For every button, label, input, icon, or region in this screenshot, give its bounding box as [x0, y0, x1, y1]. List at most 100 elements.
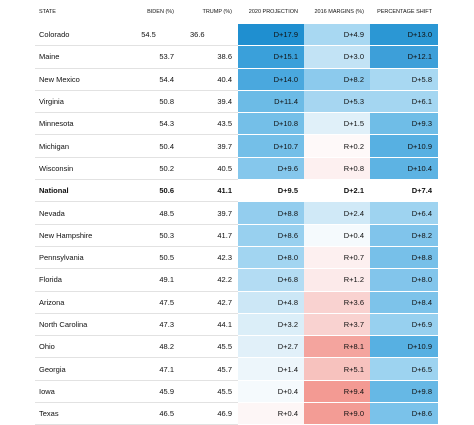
- value-cell: 48.2: [125, 335, 180, 359]
- state-cell: National: [35, 179, 125, 203]
- column-header: BIDEN (%): [147, 9, 174, 15]
- value-cell: D+2.4: [304, 201, 370, 225]
- value-cell: D+3.0: [304, 45, 370, 69]
- state-cell: New Hampshire: [35, 224, 125, 247]
- value-cell: D+6.1: [370, 90, 438, 114]
- value-cell: D+2.1: [304, 179, 370, 203]
- value-cell: D+8.2: [304, 68, 370, 91]
- table-row: North Carolina 47.3 44.1 D+3.2 R+3.7 D+6.9: [35, 313, 438, 337]
- value-cell: D+15.1: [238, 45, 304, 69]
- value-cell: 50.5: [125, 246, 180, 270]
- value-cell: 54.5: [125, 24, 180, 47]
- value-cell: 49.1: [125, 268, 180, 292]
- value-cell: D+10.4: [370, 157, 438, 181]
- value-cell: D+11.4: [238, 90, 304, 114]
- state-cell: Ohio: [35, 335, 125, 359]
- value-cell: R+9.4: [304, 380, 370, 404]
- value-cell: 53.7: [125, 45, 180, 69]
- value-cell: R+8.1: [304, 335, 370, 359]
- table-row: Arizona 47.5 42.7 D+4.8 R+3.6 D+8.4: [35, 291, 438, 314]
- state-cell: Maine: [35, 45, 125, 69]
- value-cell: 42.2: [180, 268, 238, 292]
- value-cell: D+8.0: [238, 246, 304, 270]
- value-cell: D+8.8: [370, 246, 438, 270]
- state-cell: New Mexico: [35, 68, 125, 91]
- value-cell: D+8.4: [370, 291, 438, 314]
- value-cell: 42.7: [180, 291, 238, 314]
- value-cell: 45.5: [180, 380, 238, 404]
- state-cell: Georgia: [35, 357, 125, 381]
- table-row: National 50.6 41.1 D+9.5 D+2.1 D+7.4: [35, 179, 438, 203]
- value-cell: D+0.4: [304, 224, 370, 247]
- value-cell: 47.3: [125, 313, 180, 337]
- value-cell: 47.5: [125, 291, 180, 314]
- table-row: Michigan 50.4 39.7 D+10.7 R+0.2 D+10.9: [35, 134, 438, 158]
- value-cell: D+8.2: [370, 224, 438, 247]
- value-cell: D+9.6: [238, 157, 304, 181]
- state-cell: Pennsylvania: [35, 246, 125, 270]
- value-cell: D+6.5: [370, 357, 438, 381]
- value-cell: 50.2: [125, 157, 180, 181]
- value-cell: 47.1: [125, 357, 180, 381]
- table-row: New Mexico 54.4 40.4 D+14.0 D+8.2 D+5.8: [35, 68, 438, 91]
- state-cell: Michigan: [35, 134, 125, 158]
- value-cell: R+0.8: [304, 157, 370, 181]
- value-cell: D+10.8: [238, 112, 304, 136]
- value-cell: 40.5: [180, 157, 238, 181]
- value-cell: 54.3: [125, 112, 180, 136]
- column-header: PERCENTAGE SHIFT: [377, 9, 432, 15]
- state-cell: Arizona: [35, 291, 125, 314]
- value-cell: D+9.3: [370, 112, 438, 136]
- value-cell: D+1.4: [238, 357, 304, 381]
- value-cell: D+2.7: [238, 335, 304, 359]
- value-cell: 45.5: [180, 335, 238, 359]
- header-row: STATE BIDEN (%) TRUMP (%) 2020 PROJECTION 20…: [35, 0, 438, 24]
- table-row: Florida 49.1 42.2 D+6.8 R+1.2 D+8.0: [35, 268, 438, 292]
- table-row: Pennsylvania 50.5 42.3 D+8.0 R+0.7 D+8.8: [35, 246, 438, 270]
- value-cell: D+6.9: [370, 313, 438, 337]
- value-cell: 46.9: [180, 402, 238, 425]
- value-cell: 50.4: [125, 134, 180, 158]
- state-cell: Colorado: [35, 24, 125, 47]
- state-cell: Virginia: [35, 90, 125, 114]
- value-cell: D+5.8: [370, 68, 438, 91]
- column-header: 2016 MARGINS (%): [314, 9, 364, 15]
- value-cell: 50.6: [125, 179, 180, 203]
- value-cell: 48.5: [125, 201, 180, 225]
- value-cell: 39.7: [180, 201, 238, 225]
- value-cell: D+3.2: [238, 313, 304, 337]
- value-cell: 45.9: [125, 380, 180, 404]
- value-cell: D+8.8: [238, 201, 304, 225]
- value-cell: R+3.7: [304, 313, 370, 337]
- value-cell: 43.5: [180, 112, 238, 136]
- value-cell: 36.6: [180, 24, 238, 47]
- table-row: Maine 53.7 38.6 D+15.1 D+3.0 D+12.1: [35, 45, 438, 69]
- value-cell: 50.8: [125, 90, 180, 114]
- value-cell: R+0.2: [304, 134, 370, 158]
- value-cell: D+5.3: [304, 90, 370, 114]
- state-cell: North Carolina: [35, 313, 125, 337]
- table-row: Texas 46.5 46.9 R+0.4 R+9.0 D+8.6: [35, 402, 438, 425]
- value-cell: 41.7: [180, 224, 238, 247]
- value-cell: D+12.1: [370, 45, 438, 69]
- table-row: Colorado 54.5 36.6 D+17.9 D+4.9 D+13.0: [35, 24, 438, 47]
- value-cell: 42.3: [180, 246, 238, 270]
- value-cell: 38.6: [180, 45, 238, 69]
- value-cell: 39.4: [180, 90, 238, 114]
- value-cell: D+8.0: [370, 268, 438, 292]
- value-cell: 41.1: [180, 179, 238, 203]
- value-cell: D+7.4: [370, 179, 438, 203]
- value-cell: D+10.9: [370, 335, 438, 359]
- table-row: Iowa 45.9 45.5 D+0.4 R+9.4 D+9.8: [35, 380, 438, 404]
- column-header: TRUMP (%): [202, 9, 232, 15]
- state-cell: Iowa: [35, 380, 125, 404]
- value-cell: 39.7: [180, 134, 238, 158]
- value-cell: D+6.4: [370, 201, 438, 225]
- value-cell: D+4.9: [304, 24, 370, 47]
- value-cell: D+8.6: [370, 402, 438, 425]
- column-header: STATE: [39, 9, 56, 15]
- value-cell: D+0.4: [238, 380, 304, 404]
- table-row: New Hampshire 50.3 41.7 D+8.6 D+0.4 D+8.2: [35, 224, 438, 247]
- state-cell: Nevada: [35, 201, 125, 225]
